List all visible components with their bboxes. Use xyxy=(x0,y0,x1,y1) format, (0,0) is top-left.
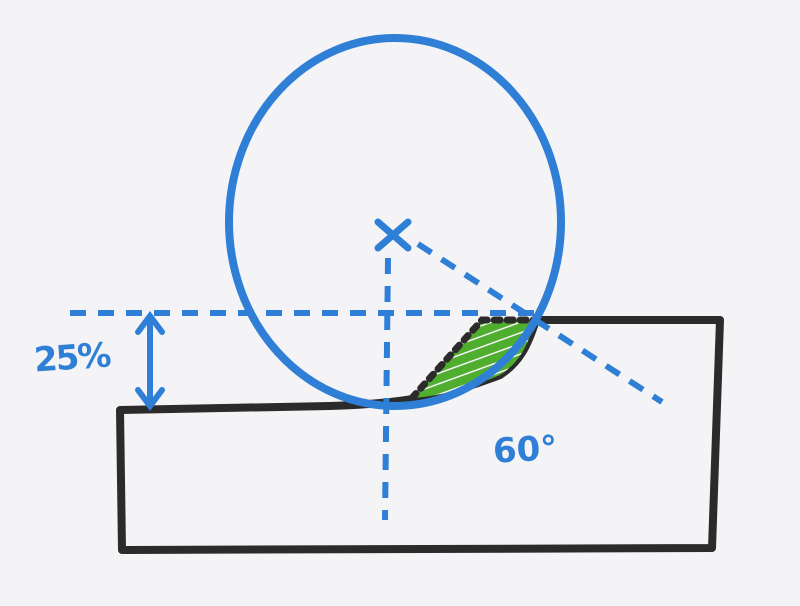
hatched-region xyxy=(412,320,535,398)
circle xyxy=(225,34,565,410)
depth-percent-label: 25% xyxy=(32,335,111,381)
center-cross-icon xyxy=(374,218,412,252)
angle-dashed-line xyxy=(416,241,664,405)
depth-dimension-arrow xyxy=(135,311,165,411)
workpiece-outline xyxy=(116,316,724,554)
angle-label: 60° xyxy=(491,428,559,472)
vertical-dashed-line xyxy=(382,257,391,521)
region-dotted-outline xyxy=(408,316,539,402)
